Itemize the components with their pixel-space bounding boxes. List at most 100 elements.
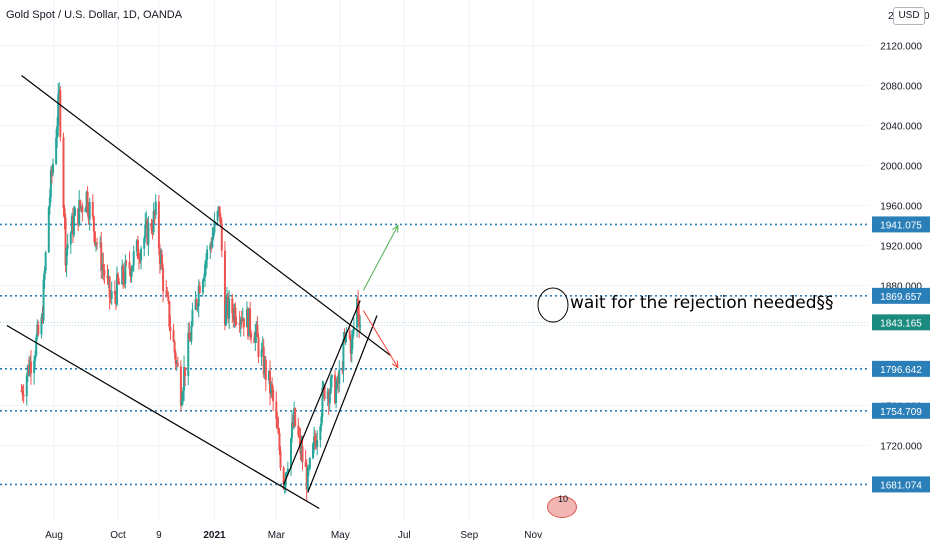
current-price-label: 1843.165 <box>880 318 922 329</box>
candle-body <box>223 250 226 325</box>
candle-body <box>206 249 209 260</box>
candle-body <box>80 206 83 209</box>
candle-body <box>107 276 110 279</box>
x-tick-label: Mar <box>268 530 286 541</box>
earnings-event-badge[interactable]: 10 <box>547 494 577 518</box>
candle-body <box>132 251 135 266</box>
candle-body <box>277 428 280 434</box>
price-axis[interactable]: 1720.0001760.0001800.0001840.0001880.000… <box>870 0 932 550</box>
projection-arrows <box>362 224 399 369</box>
candle-body <box>20 390 23 392</box>
candle-body <box>147 223 150 245</box>
time-axis[interactable]: Aug Oct 9 2021 Mar May Jul Sep Nov <box>0 520 932 550</box>
candle-body <box>315 441 318 448</box>
candle-body <box>308 458 311 468</box>
candle-body <box>298 435 301 437</box>
breakout-arrow-head <box>392 224 399 233</box>
candle-body <box>146 220 149 245</box>
candle-body <box>293 408 296 427</box>
trendline-rising-upper <box>283 300 361 485</box>
candle-body <box>37 324 40 335</box>
candle-body <box>136 240 139 259</box>
candle-body <box>51 163 54 174</box>
candle-body <box>180 399 183 406</box>
candle-body <box>70 216 73 233</box>
candle-body <box>66 244 69 249</box>
candle-body <box>217 206 220 212</box>
candle-body <box>312 443 315 459</box>
candle-body <box>336 377 339 388</box>
candle-body <box>114 294 117 305</box>
candle-body <box>359 325 362 328</box>
x-tick-label: Aug <box>45 530 63 541</box>
candle-body <box>78 200 81 225</box>
candle-body <box>153 210 156 215</box>
candle-body <box>231 298 234 314</box>
candle-body <box>41 317 44 321</box>
candle-body <box>326 391 329 399</box>
candle-body <box>22 394 25 397</box>
candle-body <box>187 332 190 377</box>
candle-body <box>87 211 90 220</box>
candle-body <box>144 224 147 239</box>
candle-body <box>247 309 250 337</box>
candle-body <box>176 362 179 367</box>
candle-body <box>103 269 106 276</box>
candle-body <box>253 337 256 343</box>
candle-body <box>348 331 351 339</box>
candle-body <box>216 211 219 221</box>
candle-body <box>125 261 128 263</box>
candle-body <box>167 295 170 302</box>
candle-body <box>130 269 133 277</box>
trendline-rising-lower <box>307 315 378 493</box>
candle-body <box>352 327 355 331</box>
candle-body <box>283 484 286 489</box>
chart-title: Gold Spot / U.S. Dollar, 1D, OANDA <box>6 9 183 21</box>
candle-body <box>218 206 221 217</box>
candle-body <box>224 304 227 325</box>
candle-body <box>102 264 105 270</box>
time-axis-background <box>0 520 932 550</box>
candle-body <box>220 223 223 251</box>
currency-selector[interactable]: USD <box>893 7 925 25</box>
x-tick-label: May <box>331 530 350 541</box>
candle-body <box>55 137 58 164</box>
level-price-label: 1796.642 <box>880 365 922 376</box>
candle-body <box>292 422 295 427</box>
candle-body <box>175 362 178 364</box>
candle-body <box>35 337 38 356</box>
candle-body <box>301 446 304 462</box>
candle-body <box>151 230 154 232</box>
candle-body <box>96 242 99 244</box>
candle-body <box>234 307 237 323</box>
candle-body <box>245 309 248 328</box>
candle-body <box>62 137 65 209</box>
x-tick-label: Jul <box>398 530 411 541</box>
candle-body <box>56 125 59 138</box>
candle-body <box>329 377 332 394</box>
candle-body <box>93 231 96 245</box>
y-tick-label: 1960.000 <box>880 202 922 213</box>
y-tick-label: 1720.000 <box>880 442 922 453</box>
candle-body <box>162 267 165 292</box>
candle-body <box>306 467 309 490</box>
candle-body <box>182 390 185 400</box>
candle-body <box>201 280 204 293</box>
candle-body <box>323 385 326 399</box>
candle-body <box>294 408 297 426</box>
candle-body <box>238 322 241 326</box>
candle-body <box>158 248 161 264</box>
candle-body <box>21 390 24 395</box>
candle-body <box>77 208 80 225</box>
candle-body <box>226 296 229 305</box>
candle-body <box>319 426 322 441</box>
candle-body <box>65 248 68 266</box>
candle-body <box>197 285 200 307</box>
candle-body <box>189 339 192 342</box>
candle-body <box>257 336 260 357</box>
candle-body <box>43 270 46 280</box>
candle-body <box>157 201 160 249</box>
candle-body <box>320 416 323 427</box>
level-price-label: 1869.657 <box>880 292 922 303</box>
